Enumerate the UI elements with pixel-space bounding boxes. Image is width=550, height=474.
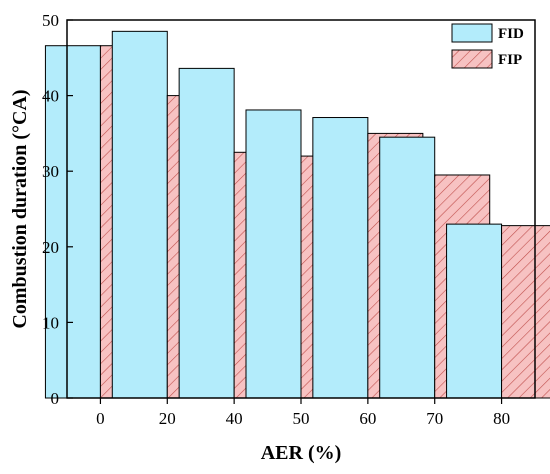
y-axis-ticks: 0 10 20 30 40 50 [42, 11, 73, 408]
bar-fid-20 [111, 30, 168, 399]
bar-fip-80 [501, 225, 550, 399]
legend-swatch-fip [451, 49, 493, 69]
legend-label-fip: FIP [498, 52, 522, 68]
legend: FID FIP [451, 23, 524, 69]
x-tick-label: 50 [293, 409, 310, 428]
bars-group [44, 30, 550, 399]
y-tick-label: 40 [42, 87, 59, 106]
x-tick-label: 80 [493, 409, 510, 428]
x-tick-label: 40 [226, 409, 243, 428]
x-tick-label: 0 [96, 409, 105, 428]
bar-fid-80 [446, 223, 503, 399]
y-tick-label: 0 [51, 389, 60, 408]
bar-fid-70 [379, 136, 436, 399]
bar-fid-40 [178, 67, 235, 399]
x-tick-label: 20 [159, 409, 176, 428]
x-tick-label: 70 [426, 409, 443, 428]
legend-swatch-fid [451, 23, 493, 43]
bar-fid-50 [245, 109, 302, 399]
y-tick-label: 30 [42, 162, 59, 181]
x-axis-label: AER (%) [261, 442, 342, 464]
y-tick-label: 20 [42, 238, 59, 257]
legend-label-fid: FID [498, 26, 524, 42]
y-axis-label: Combustion duration (°CA) [9, 89, 31, 328]
bar-fid-0 [44, 45, 101, 399]
y-tick-label: 50 [42, 11, 59, 30]
x-tick-label: 60 [359, 409, 376, 428]
x-axis-ticks: 0 20 40 50 60 70 80 [96, 398, 510, 428]
y-tick-label: 10 [42, 313, 59, 332]
bar-fid-60 [312, 117, 369, 399]
